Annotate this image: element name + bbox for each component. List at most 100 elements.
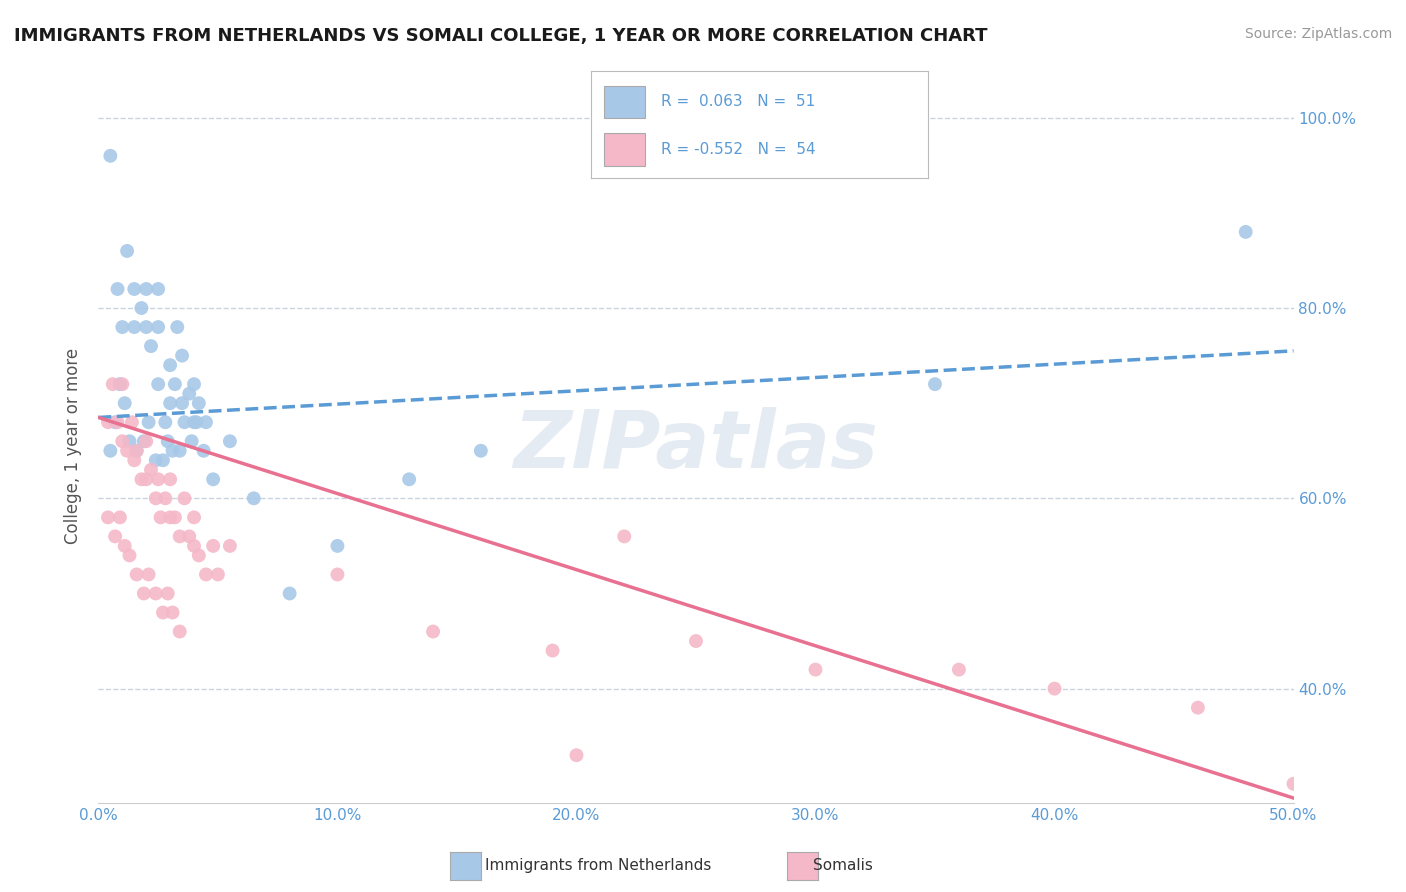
Point — [187, 396, 209, 410]
Point — [111, 377, 134, 392]
Point — [219, 434, 242, 449]
Point — [948, 663, 970, 677]
Point — [422, 624, 444, 639]
Point — [118, 549, 141, 563]
Point — [145, 491, 167, 506]
Point — [166, 320, 188, 334]
Point — [131, 301, 153, 315]
Point — [125, 443, 148, 458]
Point — [194, 415, 218, 429]
Point — [108, 510, 131, 524]
Y-axis label: College, 1 year or more: College, 1 year or more — [65, 348, 83, 544]
Point — [101, 377, 124, 392]
Point — [685, 634, 707, 648]
Point — [132, 434, 155, 449]
Point — [156, 434, 179, 449]
Point — [243, 491, 266, 506]
Point — [124, 453, 146, 467]
Point — [118, 434, 141, 449]
Point — [159, 358, 181, 372]
Point — [179, 386, 201, 401]
Point — [613, 529, 636, 543]
Point — [183, 415, 205, 429]
Point — [278, 586, 301, 600]
Point — [162, 606, 184, 620]
Text: IMMIGRANTS FROM NETHERLANDS VS SOMALI COLLEGE, 1 YEAR OR MORE CORRELATION CHART: IMMIGRANTS FROM NETHERLANDS VS SOMALI CO… — [14, 27, 987, 45]
Point — [152, 606, 174, 620]
Point — [180, 434, 202, 449]
Point — [159, 472, 181, 486]
Point — [219, 539, 242, 553]
Point — [163, 510, 186, 524]
Point — [470, 443, 492, 458]
Point — [194, 567, 218, 582]
Point — [186, 415, 208, 429]
Point — [173, 491, 195, 506]
Text: R = -0.552   N =  54: R = -0.552 N = 54 — [661, 142, 815, 157]
Point — [132, 586, 155, 600]
Point — [125, 567, 148, 582]
Point — [156, 586, 179, 600]
Point — [108, 377, 131, 392]
Point — [115, 244, 138, 258]
Point — [148, 377, 170, 392]
Point — [169, 624, 191, 639]
Point — [159, 396, 181, 410]
Point — [1234, 225, 1257, 239]
Point — [125, 443, 148, 458]
Point — [152, 453, 174, 467]
Point — [114, 396, 136, 410]
Point — [155, 491, 177, 506]
Point — [135, 434, 157, 449]
Point — [97, 415, 120, 429]
Text: Somalis: Somalis — [813, 858, 873, 872]
Point — [107, 282, 129, 296]
Point — [924, 377, 946, 392]
Point — [97, 510, 120, 524]
Text: Source: ZipAtlas.com: Source: ZipAtlas.com — [1244, 27, 1392, 41]
Point — [193, 443, 215, 458]
Point — [145, 453, 167, 467]
Point — [169, 443, 191, 458]
Point — [541, 643, 564, 657]
Point — [1282, 777, 1305, 791]
Point — [115, 443, 138, 458]
Point — [179, 529, 201, 543]
Point — [398, 472, 420, 486]
Point — [138, 415, 160, 429]
Point — [207, 567, 229, 582]
Point — [98, 443, 122, 458]
Point — [135, 320, 157, 334]
Point — [145, 586, 167, 600]
Point — [111, 434, 134, 449]
Point — [202, 472, 225, 486]
Point — [107, 415, 129, 429]
Point — [104, 529, 127, 543]
Point — [104, 415, 127, 429]
Point — [163, 377, 186, 392]
FancyBboxPatch shape — [605, 87, 644, 119]
Point — [98, 149, 122, 163]
Point — [124, 320, 146, 334]
Point — [111, 320, 134, 334]
Point — [326, 539, 349, 553]
Point — [1043, 681, 1066, 696]
Point — [149, 510, 172, 524]
Point — [169, 529, 191, 543]
Point — [155, 415, 177, 429]
Point — [148, 282, 170, 296]
Point — [172, 349, 194, 363]
Point — [183, 377, 205, 392]
Point — [326, 567, 349, 582]
FancyBboxPatch shape — [605, 134, 644, 166]
Text: ZIPatlas: ZIPatlas — [513, 407, 879, 485]
Point — [183, 539, 205, 553]
Text: Immigrants from Netherlands: Immigrants from Netherlands — [485, 858, 711, 872]
Point — [804, 663, 827, 677]
Point — [135, 472, 157, 486]
Point — [187, 549, 209, 563]
Point — [202, 539, 225, 553]
Point — [565, 748, 588, 763]
Point — [114, 539, 136, 553]
Point — [1187, 700, 1209, 714]
